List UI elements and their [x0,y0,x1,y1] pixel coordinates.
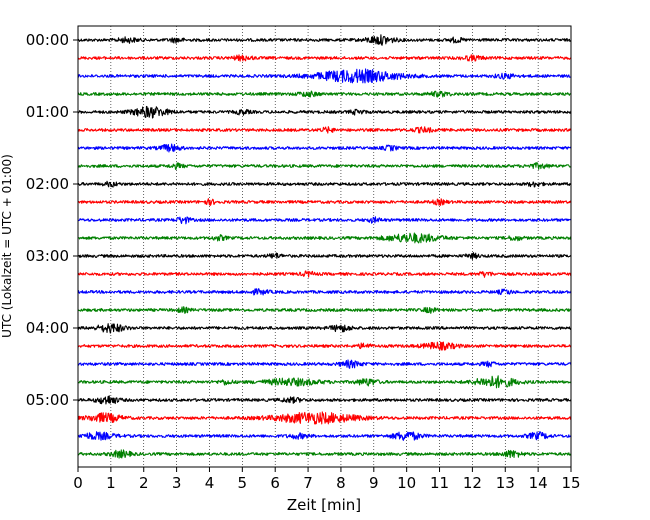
x-tick-label: 8 [336,474,346,492]
y-tick-label: 03:00 [26,247,69,265]
trace-line-row-1 [77,54,572,62]
x-tick-label: 6 [270,474,280,492]
trace-line-row-3 [77,90,572,98]
trace-line-row-14 [77,288,572,296]
x-tick-label: 15 [561,474,580,492]
y-tick-label: 01:00 [26,103,69,121]
trace-line-row-12 [77,252,572,260]
trace-line-row-17 [77,341,572,351]
x-axis-ticks: 0 1 2 3 4 5 6 7 8 9 10 11 12 13 14 15 [73,467,581,492]
y-tick-label: 00:00 [26,31,69,49]
trace-line-row-22 [77,431,572,441]
trace-line-row-8 [77,180,572,188]
seismogram-traces [77,34,572,459]
trace-line-row-7 [77,162,572,170]
x-axis-label: Zeit [min] [287,496,361,514]
trace-line-row-21 [77,411,572,425]
plot-frame [77,25,572,468]
x-tick-label: 11 [430,474,449,492]
trace-line-row-11 [77,232,572,244]
y-tick-label: 04:00 [26,319,69,337]
x-tick-label: 14 [529,474,548,492]
trace-line-row-19 [77,375,572,389]
trace-line-row-13 [77,270,572,278]
x-tick-label: 9 [369,474,379,492]
trace-line-row-10 [77,216,572,225]
x-tick-label: 7 [303,474,313,492]
trace-line-row-6 [77,143,572,153]
trace-line-row-5 [77,126,572,134]
x-tick-label: 5 [238,474,248,492]
trace-line-row-2 [77,68,572,84]
x-tick-label: 0 [73,474,83,492]
trace-line-row-18 [77,359,572,369]
trace-line-row-4 [77,105,572,119]
x-tick-label: 10 [397,474,416,492]
trace-line-row-15 [77,306,572,314]
trace-line-row-16 [77,323,572,334]
x-tick-label: 3 [172,474,182,492]
y-tick-label: 05:00 [26,391,69,409]
x-tick-label: 13 [496,474,515,492]
trace-line-row-9 [77,198,572,206]
x-tick-label: 2 [139,474,149,492]
trace-line-row-23 [77,449,572,459]
y-tick-label: 02:00 [26,175,69,193]
x-tick-label: 4 [205,474,215,492]
y-axis-ticks: 00:00 01:00 02:00 03:00 04:00 05:00 [26,31,78,409]
x-tick-label: 1 [106,474,116,492]
y-axis-label: UTC (Lokalzeit = UTC + 01:00) [0,154,14,338]
x-tick-label: 12 [463,474,482,492]
trace-line-row-20 [77,395,572,405]
trace-line-row-0 [77,34,572,46]
